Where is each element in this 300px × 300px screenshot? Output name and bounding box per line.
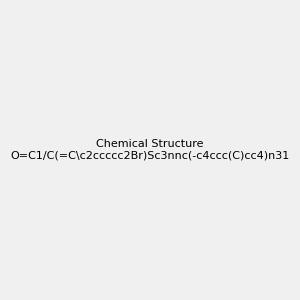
Text: Chemical Structure
O=C1/C(=C\c2ccccc2Br)Sc3nnc(-c4ccc(C)cc4)n31: Chemical Structure O=C1/C(=C\c2ccccc2Br)… [11,139,290,161]
